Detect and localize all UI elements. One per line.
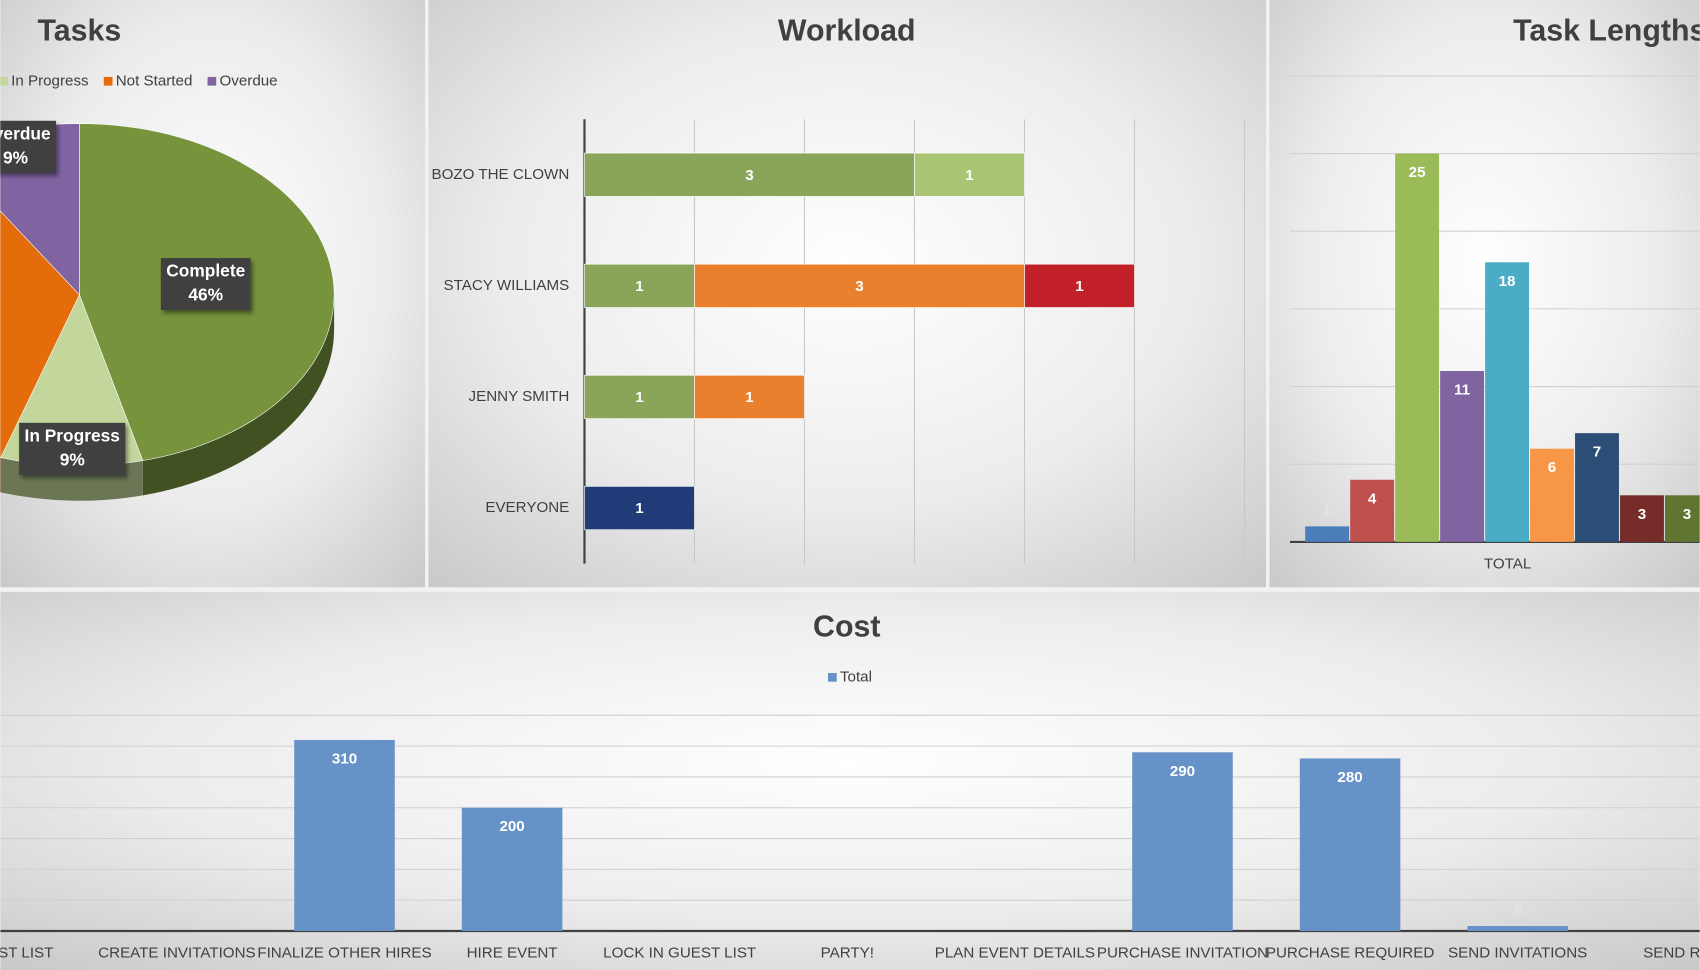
bar (1575, 433, 1619, 542)
data-label: 1 (635, 278, 643, 295)
data-label: 11 (1454, 382, 1470, 399)
data-label: 3 (745, 167, 753, 184)
x-category-label: SEND INVITATIONS (1448, 945, 1587, 962)
data-label: Overdue 9% (0, 120, 57, 173)
chart-title: Task Lengths (1513, 15, 1700, 48)
pie-side (142, 294, 335, 496)
data-label: 3 (855, 278, 863, 295)
bar (294, 739, 395, 931)
x-category-label: FINALIZE OTHER HIRES (257, 945, 431, 962)
bar (1395, 153, 1440, 542)
x-category-label: PARTY! (821, 945, 874, 962)
data-label: 1 (1323, 502, 1331, 519)
bar (1299, 758, 1401, 931)
chart-panel: Cost GUEST LIST CREATE INVITATIONSFINALIZE… (0, 591, 1700, 970)
data-label: 1 (635, 500, 643, 517)
bar (1305, 526, 1350, 542)
data-label: 1 (1075, 278, 1083, 295)
bar (1467, 926, 1568, 931)
chart-title: Tasks (38, 15, 122, 48)
bar (1440, 371, 1485, 542)
bar-segment (694, 263, 1025, 308)
legend-label: Not Started (116, 72, 193, 89)
bar-segment (694, 374, 805, 419)
legend-label: Total (840, 668, 872, 685)
data-label: 6 (1548, 459, 1556, 476)
chart-title: Workload (778, 15, 916, 48)
y-category-label: STACY WILLIAMS (444, 277, 570, 294)
chart-panel: Task Lengths TOTAL 1 4 25 11 18 6 7 3 3 (1269, 0, 1700, 588)
data-label-category: In Progress (25, 425, 120, 445)
data-label-value: 9% (60, 449, 85, 469)
data-label: 4 (1368, 490, 1377, 507)
x-category-label: CREATE INVITATIONS (98, 945, 255, 962)
x-category-label: LOCK IN GUEST LIST (603, 945, 756, 962)
legend-swatch (207, 76, 217, 86)
data-label-category: Overdue (0, 123, 51, 143)
bar (1530, 448, 1574, 542)
data-label: In Progress 9% (19, 422, 126, 475)
panel-background (1269, 0, 1700, 588)
label-box (0, 120, 57, 173)
legend-swatch (0, 76, 8, 86)
data-label: 7 (1593, 444, 1601, 461)
bar-segment (584, 152, 915, 197)
legend-swatch (828, 673, 837, 682)
x-category-label: PLAN EVENT DETAILS (935, 945, 1095, 962)
legend-swatch (103, 76, 113, 86)
bar-segment (584, 486, 695, 531)
data-label: 200 (499, 818, 524, 835)
data-label: 3 (1638, 506, 1646, 523)
pie-slice (0, 210, 80, 458)
y-category-label: EVERYONE (485, 499, 569, 516)
data-label-value: 46% (188, 285, 223, 305)
data-label: 8 (1513, 902, 1521, 919)
bar-segment (914, 152, 1025, 197)
x-category-label: GUEST LIST (0, 945, 53, 962)
chart-panel: Workload BOZO THE CLOWN 3 1 STACY WILLIAMS 1 3… (428, 0, 1267, 588)
bar-segment (584, 263, 695, 308)
bar (461, 807, 563, 931)
data-label: 1 (745, 389, 753, 406)
data-label: 18 (1499, 273, 1516, 290)
bar (1485, 262, 1529, 542)
x-category-label: PURCHASE REQUIRED (1266, 945, 1434, 962)
x-category-label: PURCHASE INVITATION (1097, 945, 1268, 962)
data-label: 280 (1337, 769, 1362, 786)
x-category-label: TOTAL (1484, 556, 1531, 573)
data-label: Complete 46% (160, 258, 251, 311)
bar (1665, 495, 1700, 542)
data-label-value: 9% (3, 147, 28, 167)
y-category-label: BOZO THE CLOWN (431, 166, 569, 183)
panel-background (0, 591, 1700, 970)
data-label: 3 (1683, 506, 1691, 523)
pie-side (0, 457, 1, 493)
data-label: 25 (1409, 164, 1426, 181)
label-box (19, 422, 126, 475)
legend: Total (828, 668, 872, 685)
chart-panel: Tasks Complete 46% In Progress 9% Overdue 9% Co… (0, 0, 426, 588)
x-category-label: SEND REMI (1643, 945, 1700, 962)
data-label: 290 (1170, 763, 1195, 780)
legend-label: In Progress (11, 72, 89, 89)
y-category-label: JENNY SMITH (469, 388, 570, 405)
chart-title: Cost (813, 611, 880, 644)
data-label: 1 (965, 167, 973, 184)
bar (1132, 752, 1233, 931)
data-label: 1 (635, 389, 643, 406)
data-label: 310 (332, 750, 357, 767)
bar (1620, 495, 1664, 542)
data-label-category: Complete (166, 261, 245, 281)
x-category-label: HIRE EVENT (467, 945, 558, 962)
label-box (160, 258, 251, 311)
bar-segment (1024, 263, 1135, 308)
bar (1350, 479, 1395, 542)
legend-label: Overdue (219, 72, 277, 89)
